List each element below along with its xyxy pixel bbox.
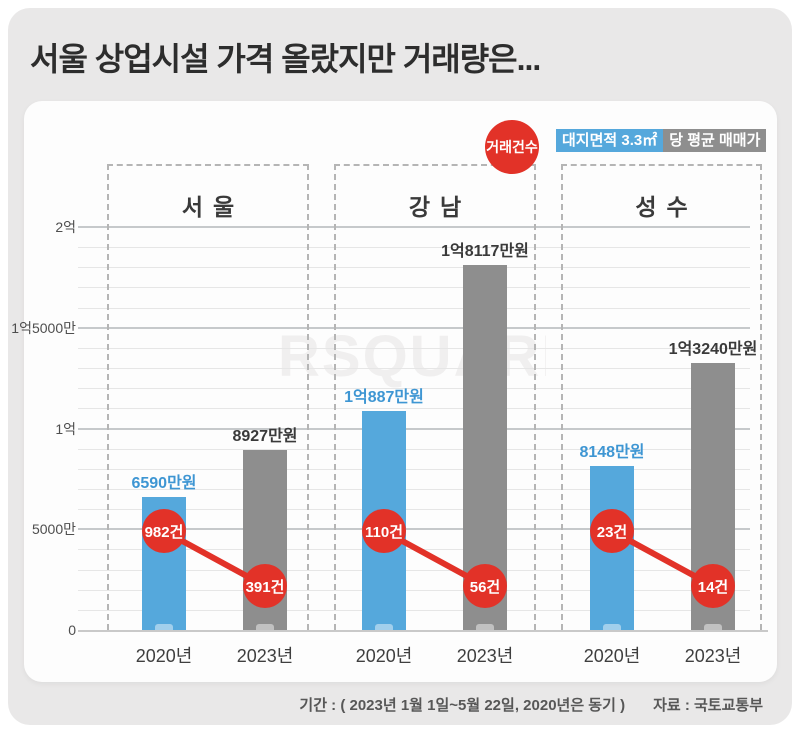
group-box-서울: 서울 [107,164,309,630]
major-gridline [78,427,750,430]
minor-gridline [78,468,750,470]
x-axis-label: 2020년 [135,646,193,666]
group-box-성수: 성수 [561,164,762,630]
price-label: 6590만원 [131,475,197,493]
transaction-count-badge: 110건 [362,509,406,553]
price-label: 1억887만원 [344,388,424,406]
group-label: 성수 [635,194,698,220]
transaction-count-badge: 56건 [463,564,507,608]
transaction-count-badge: 14건 [691,564,735,608]
minor-gridline [78,247,750,249]
legend-transaction-count-badge: 거래건수 [485,120,539,174]
minor-gridline [78,609,750,611]
legend-price: 대지면적 3.3㎡ 당 평균 매매가 [556,129,767,152]
footer: 기간 : ( 2023년 1월 1일~5월 22일, 2020년은 동기 ) 자… [299,694,763,715]
page-title: 서울 상업시설 가격 올랐지만 거래량은... [30,41,541,77]
price-label: 8148만원 [579,443,645,461]
minor-gridline [78,307,750,309]
x-axis-label: 2020년 [355,646,413,666]
x-axis-line [78,630,768,632]
bar-base-notch [256,623,274,630]
transaction-count-badge: 391건 [243,564,287,608]
major-gridline [78,326,750,329]
minor-gridline [78,589,750,591]
major-gridline [78,226,750,228]
minor-gridline [78,488,750,490]
legend-transaction-count-label: 거래건수 [486,139,538,155]
bar-base-notch [704,623,722,630]
footer-period: 기간 : ( 2023년 1월 1일~5월 22일, 2020년은 동기 ) [299,697,626,714]
x-axis-label: 2023년 [684,646,742,666]
minor-gridline [78,267,750,269]
transaction-count-badge: 982건 [142,509,186,553]
y-axis-tick-label: 1억 [55,420,76,437]
minor-gridline [78,448,750,450]
group-box-강남: 강남 [334,164,536,630]
minor-gridline [78,287,750,289]
group-label: 서울 [181,194,245,220]
transaction-count-label: 110건 [365,523,403,541]
minor-gridline [78,388,750,390]
bar-base-notch [603,623,621,630]
transaction-count-label: 23건 [596,523,628,541]
transaction-count-label: 56건 [469,578,501,596]
x-axis-label: 2020년 [583,646,641,666]
price-label: 8927만원 [232,428,298,446]
transaction-count-label: 982건 [144,523,184,541]
x-axis-label: 2023년 [456,646,514,666]
bar-base-notch [375,623,393,630]
transaction-count-badge: 23건 [590,509,634,553]
minor-gridline [78,408,750,410]
bar-base-notch [155,623,173,630]
transaction-count-label: 391건 [245,578,285,596]
price-label: 1억3240만원 [668,341,758,359]
y-axis-tick-label: 1억5000만 [11,319,76,336]
transaction-count-label: 14건 [697,578,729,596]
minor-gridline [78,509,750,511]
price-label: 1억8117만원 [441,242,529,260]
legend-price-highlight: 대지면적 3.3㎡ [556,129,664,152]
group-label: 강남 [408,194,472,220]
bar-base-notch [476,623,494,630]
x-axis-label: 2023년 [236,646,294,666]
y-axis-tick-label: 0 [68,622,76,638]
y-axis-tick-label: 5000만 [31,521,76,538]
minor-gridline [78,347,750,349]
footer-source: 자료 : 국토교통부 [653,697,763,714]
legend-price-rest: 당 평균 매매가 [663,129,767,152]
y-axis-tick-label: 2억 [55,219,76,235]
minor-gridline [78,368,750,370]
